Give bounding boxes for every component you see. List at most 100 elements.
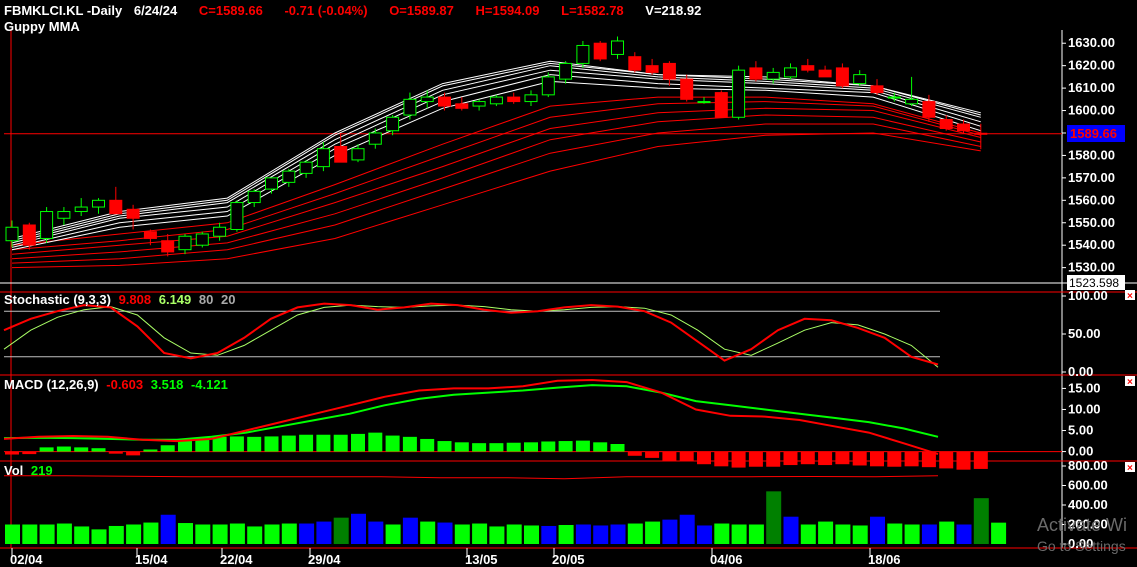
x-tick-label: 04/06: [710, 552, 743, 567]
macd-hist-bar: [333, 434, 348, 452]
macd-close-button[interactable]: ×: [1125, 376, 1135, 388]
candle-up: [472, 101, 486, 107]
volume-bar: [714, 523, 730, 544]
macd-panel: [3, 378, 1062, 470]
macd-hist-bar: [610, 444, 625, 452]
volume-bar: [178, 523, 193, 544]
volume-bar: [731, 524, 747, 544]
high-label: H=1594.09: [476, 3, 540, 18]
volume-bar: [195, 524, 211, 544]
svg-text:Stochastic (9,3,3) 9.808: Stochastic (9,3,3) 9.808 6.149 80 20: [4, 292, 235, 307]
watermark-line2: Go to Settings: [1037, 538, 1126, 554]
guppy-short-line: [11, 74, 981, 248]
candle-up: [247, 190, 261, 204]
stoch-tick-label: 50.00: [1068, 326, 1101, 341]
macd-hist-bar: [126, 451, 141, 456]
price-tick-label: 1620.00: [1068, 58, 1115, 73]
volume-bar: [420, 521, 436, 544]
volume-bar: [610, 524, 626, 544]
volume-header-label: V=218.92: [645, 3, 701, 18]
macd-hist-bar: [558, 441, 573, 452]
stoch-upper-level: 80: [199, 292, 213, 307]
panel-frames: [0, 30, 1137, 549]
candle-up: [576, 44, 590, 64]
volume-average-line: [4, 475, 939, 480]
volume-bar: [541, 525, 557, 544]
stoch-tick-label: 0.00: [1068, 364, 1093, 379]
macd-value: -0.603: [106, 377, 143, 392]
change-label: -0.71 (-0.04%): [284, 3, 367, 18]
stoch-d-value: 6.149: [159, 292, 192, 307]
macd-hist-bar: [22, 451, 37, 455]
price-tick-label: 1580.00: [1068, 147, 1115, 162]
macd-hist-bar: [748, 451, 763, 467]
macd-hist-bar: [5, 451, 19, 455]
macd-hist-bar: [247, 436, 262, 452]
vol-value: 219: [31, 463, 53, 478]
volume-bar: [939, 521, 955, 544]
candle-up: [282, 170, 296, 183]
candle-up: [178, 235, 192, 251]
macd-hist-bar: [143, 449, 158, 452]
vol-tick-label: 600.00: [1068, 478, 1108, 493]
macd-hist-bar: [385, 435, 400, 452]
volume-bar: [558, 524, 574, 544]
guppy-long-line: [11, 123, 981, 264]
macd-tick-label: 0.00: [1068, 444, 1093, 459]
volume-bar: [800, 524, 816, 544]
volume-bar: [368, 521, 384, 544]
macd-hist-bar: [627, 451, 642, 456]
macd-signal-line: [3, 384, 939, 441]
x-tick-label: 18/06: [868, 552, 901, 567]
macd-hist-bar: [973, 451, 988, 469]
vol-tick-label: 400.00: [1068, 497, 1108, 512]
guppy-long-line: [11, 107, 981, 255]
candle-up: [732, 69, 746, 118]
candle-up: [5, 226, 19, 242]
macd-hist-bar: [956, 451, 971, 470]
volume-bar: [299, 523, 315, 544]
candle-down: [818, 69, 832, 78]
macd-hist-bar: [454, 442, 469, 452]
macd-hist-bar: [575, 440, 590, 452]
candle-down: [922, 101, 936, 118]
volume-bar: [783, 516, 799, 544]
open-label: O=1589.87: [389, 3, 454, 18]
candle-down: [109, 199, 123, 215]
x-tick-label: 15/04: [135, 552, 168, 567]
candle-up: [541, 76, 555, 96]
stoch-lower-level: 20: [221, 292, 235, 307]
vol-title: Vol: [4, 463, 23, 478]
candle-up: [265, 177, 278, 190]
volume-bar: [91, 529, 107, 544]
x-tick-label: 02/04: [10, 552, 43, 567]
volume-bar: [5, 524, 20, 544]
candle-up: [784, 67, 797, 78]
x-tick-label: 29/04: [308, 552, 341, 567]
x-tick-label: 20/05: [552, 552, 585, 567]
symbol-label: FBMKLCI.KL: [4, 3, 83, 18]
volume-bar: [108, 525, 124, 544]
volume-bar: [679, 514, 695, 544]
candle-down: [507, 96, 521, 103]
svg-text:×: ×: [1127, 291, 1133, 302]
candle-down: [22, 224, 36, 246]
volume-bar: [870, 516, 885, 544]
volume-bar: [247, 526, 263, 544]
volume-bar: [991, 522, 1007, 544]
macd-hist-bar: [108, 451, 123, 454]
volume-bar: [402, 517, 418, 544]
stoch-close-button[interactable]: ×: [1125, 290, 1135, 302]
candle-up: [195, 233, 209, 246]
close-label: C=1589.66: [199, 3, 263, 18]
guppy-short-mma: [11, 60, 981, 251]
candle-down: [714, 92, 728, 118]
macd-hist-bar: [472, 443, 487, 452]
volume-bar: [385, 524, 401, 544]
candle-up: [92, 199, 105, 208]
guppy-short-line: [11, 65, 981, 244]
volume-bar: [22, 524, 38, 544]
volume-bar: [852, 525, 868, 544]
vol-close-button[interactable]: ×: [1125, 462, 1135, 474]
